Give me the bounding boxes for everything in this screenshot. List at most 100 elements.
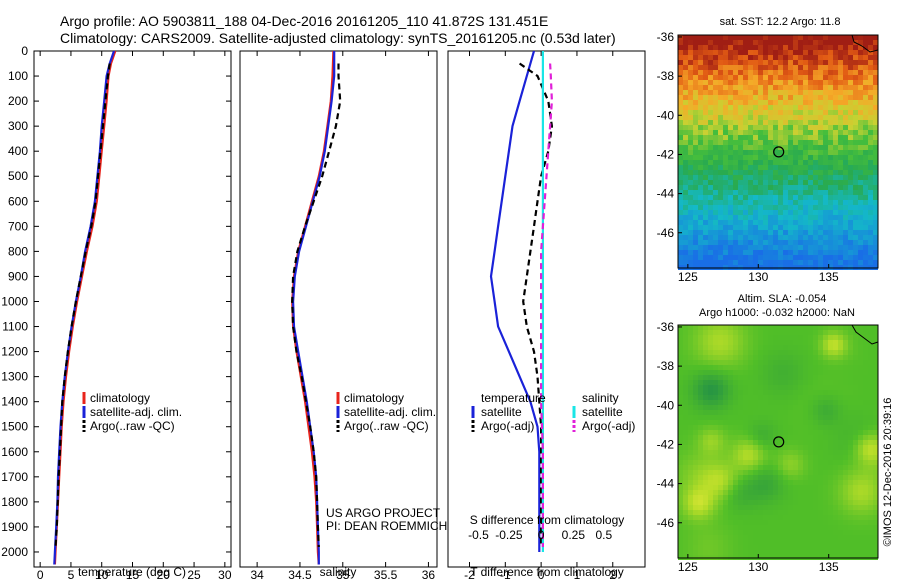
sla-cell <box>788 495 793 500</box>
sst-cell <box>833 120 838 125</box>
sst-cell <box>863 95 868 100</box>
sla-cell <box>768 450 773 455</box>
sst-cell <box>803 155 808 160</box>
difference-plot-frame <box>447 50 646 568</box>
sst-cell <box>863 140 868 145</box>
sla-cell <box>728 450 733 455</box>
sla-cell <box>863 445 868 450</box>
sla-cell <box>733 545 738 550</box>
sla-cell <box>813 485 818 490</box>
depth-tick-label: 400 <box>8 144 28 158</box>
sst-cell <box>843 195 848 200</box>
sst-cell <box>853 150 858 155</box>
sst-cell <box>763 65 768 70</box>
sla-cell <box>763 465 768 470</box>
sst-cell <box>683 160 688 165</box>
sla-cell <box>723 375 728 380</box>
sst-cell <box>798 235 803 240</box>
sla-cell <box>773 465 778 470</box>
sla-cell <box>733 535 738 540</box>
sla-cell <box>753 505 758 510</box>
sla-cell <box>713 340 718 345</box>
sla-cell <box>818 515 823 520</box>
sla-cell <box>823 460 828 465</box>
sla-cell <box>788 425 793 430</box>
sla-cell <box>813 405 818 410</box>
sla-cell <box>753 385 758 390</box>
sla-cell <box>693 500 698 505</box>
sst-cell <box>848 145 853 150</box>
sst-cell <box>833 230 838 235</box>
sst-cell <box>858 70 863 75</box>
sla-cell <box>808 420 813 425</box>
sla-cell <box>698 380 703 385</box>
sla-cell <box>798 380 803 385</box>
sst-cell <box>688 255 693 260</box>
sst-cell <box>818 135 823 140</box>
sla-cell <box>813 390 818 395</box>
sla-cell <box>858 355 863 360</box>
sla-cell <box>863 350 868 355</box>
sla-cell <box>733 405 738 410</box>
sst-cell <box>693 35 698 40</box>
sst-cell <box>833 140 838 145</box>
lat-tick-label: -46 <box>657 516 675 530</box>
sst-cell <box>693 260 698 265</box>
sst-cell <box>753 140 758 145</box>
sst-cell <box>718 220 723 225</box>
sla-cell <box>748 535 753 540</box>
sst-cell <box>768 225 773 230</box>
sst-cell <box>718 165 723 170</box>
sla-cell <box>843 500 848 505</box>
sst-cell <box>873 75 878 80</box>
sla-cell <box>843 480 848 485</box>
sst-cell <box>803 100 808 105</box>
sst-cell <box>853 170 858 175</box>
sla-cell <box>833 515 838 520</box>
sst-cell <box>738 205 743 210</box>
sst-cell <box>843 60 848 65</box>
sla-cell <box>743 445 748 450</box>
series-line <box>291 63 342 548</box>
sla-cell <box>708 480 713 485</box>
sla-cell <box>743 405 748 410</box>
project-annotation: US ARGO PROJECT <box>326 506 441 520</box>
sst-cell <box>823 185 828 190</box>
sst-cell <box>778 245 783 250</box>
sla-cell <box>863 535 868 540</box>
sla-cell <box>678 395 683 400</box>
sla-cell <box>768 480 773 485</box>
sla-cell <box>843 340 848 345</box>
sst-cell <box>753 100 758 105</box>
sst-cell <box>688 210 693 215</box>
sla-cell <box>748 435 753 440</box>
sst-cell <box>683 180 688 185</box>
sst-cell <box>703 40 708 45</box>
sla-cell <box>683 540 688 545</box>
sla-cell <box>718 375 723 380</box>
sla-cell <box>718 475 723 480</box>
sst-cell <box>683 130 688 135</box>
sla-cell <box>828 520 833 525</box>
sst-cell <box>743 160 748 165</box>
sla-cell <box>718 450 723 455</box>
sla-cell <box>848 325 853 330</box>
sst-cell <box>848 220 853 225</box>
sla-cell <box>868 545 873 550</box>
sla-cell <box>848 365 853 370</box>
sla-cell <box>693 540 698 545</box>
sst-cell <box>813 140 818 145</box>
sla-cell <box>748 485 753 490</box>
sst-cell <box>693 135 698 140</box>
sst-cell <box>753 160 758 165</box>
sst-cell <box>843 75 848 80</box>
sst-cell <box>748 250 753 255</box>
sla-cell <box>698 525 703 530</box>
sla-cell <box>833 480 838 485</box>
difference-x-label: T difference from climatology <box>470 565 624 579</box>
sst-cell <box>723 240 728 245</box>
sla-cell <box>683 385 688 390</box>
sst-cell <box>843 245 848 250</box>
sst-cell <box>718 205 723 210</box>
sla-cell <box>758 395 763 400</box>
